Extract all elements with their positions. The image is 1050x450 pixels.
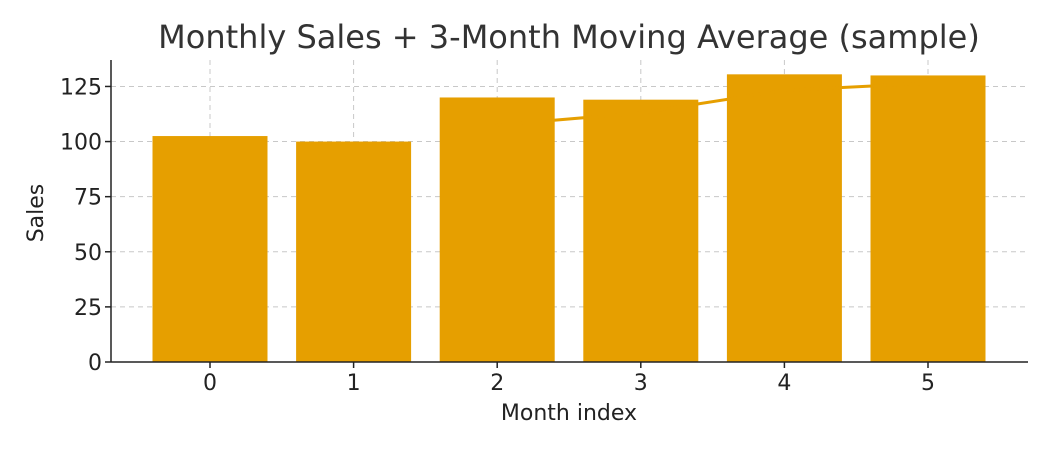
y-tick-label: 100 bbox=[60, 131, 102, 156]
x-tick-label: 3 bbox=[634, 371, 648, 396]
sales-bar bbox=[870, 75, 986, 362]
y-tick-label: 0 bbox=[88, 351, 102, 376]
x-tick-labels: 0 1 2 3 4 5 bbox=[203, 371, 935, 396]
x-tick-label: 5 bbox=[921, 371, 935, 396]
sales-bar bbox=[726, 74, 842, 363]
x-tick-label: 4 bbox=[777, 371, 791, 396]
sales-bar bbox=[152, 136, 268, 362]
x-tick-label: 1 bbox=[347, 371, 361, 396]
y-tick-label: 125 bbox=[60, 75, 102, 100]
x-tick-label: 2 bbox=[490, 371, 504, 396]
chart-title: Monthly Sales + 3-Month Moving Average (… bbox=[158, 18, 980, 56]
axes bbox=[105, 60, 1028, 368]
sales-bar bbox=[296, 141, 412, 362]
y-tick-label: 25 bbox=[74, 296, 102, 321]
x-tick-label: 0 bbox=[203, 371, 217, 396]
bars bbox=[152, 74, 986, 363]
x-axis-label: Month index bbox=[501, 401, 637, 426]
y-tick-label: 75 bbox=[74, 186, 102, 211]
moving-average-line bbox=[495, 81, 930, 127]
sales-bar bbox=[583, 99, 699, 362]
y-tick-labels: 0 25 50 75 100 125 bbox=[60, 75, 102, 376]
y-tick-label: 50 bbox=[74, 241, 102, 266]
sales-bar bbox=[439, 97, 555, 362]
y-axis-label: Sales bbox=[24, 184, 49, 243]
moving-average-line-group bbox=[495, 81, 930, 127]
